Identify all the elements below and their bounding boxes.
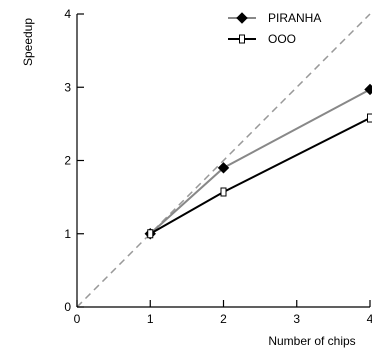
y-tick-label: 2 [64, 154, 71, 168]
data-point-ooo [367, 113, 372, 123]
y-tick-label: 3 [64, 80, 71, 94]
reference-line-layer [76, 13, 371, 308]
y-tick-label: 1 [64, 227, 71, 241]
y-tick-label: 0 [64, 300, 71, 314]
legend-marker-piranha [236, 12, 248, 24]
legend: PIRANHA OOO [228, 11, 321, 46]
series-line-ooo [149, 117, 371, 235]
series-layer [144, 83, 372, 240]
axes: 0 1 2 3 4 0 1 2 3 4 [64, 7, 372, 326]
legend-marker-ooo [239, 34, 245, 44]
data-point-piranha [364, 83, 372, 96]
data-point-ooo [147, 229, 154, 239]
ideal-speedup-line [76, 13, 371, 308]
data-point-piranha [217, 162, 230, 174]
y-axis-label: Speedup [21, 18, 35, 66]
x-tick-label: 2 [220, 312, 227, 326]
data-point-ooo [220, 187, 227, 197]
legend-label: OOO [268, 32, 296, 46]
x-tick-label: 4 [367, 312, 372, 326]
x-tick-label: 0 [74, 312, 81, 326]
legend-label: PIRANHA [268, 11, 321, 25]
y-tick-label: 4 [64, 7, 71, 21]
series-line-piranha [149, 88, 371, 235]
x-tick-label: 1 [147, 312, 154, 326]
x-tick-label: 3 [293, 312, 300, 326]
x-axis-label: Number of chips [268, 334, 355, 348]
